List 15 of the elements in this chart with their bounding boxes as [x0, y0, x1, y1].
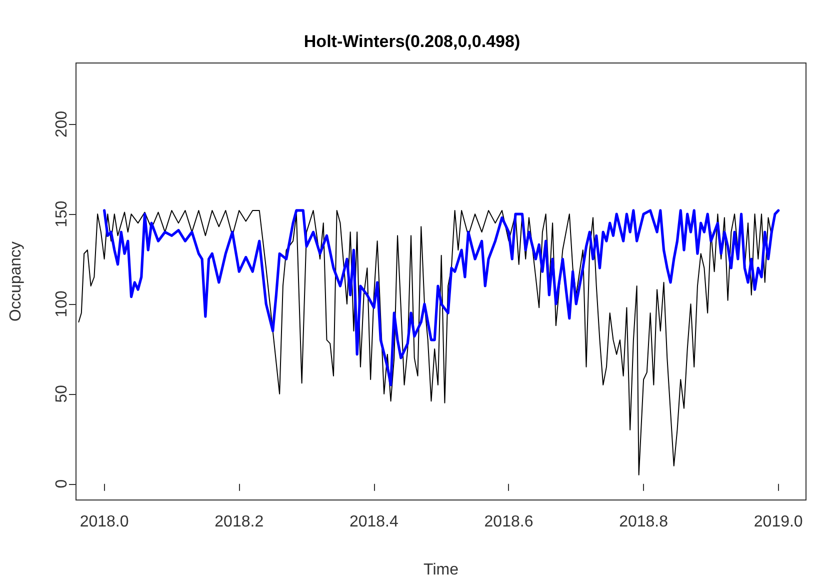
y-tick-label: 100: [54, 290, 70, 318]
y-tick-label: 50: [54, 384, 70, 403]
x-tick-label: 2018.8: [619, 514, 668, 530]
x-axis-title: Time: [424, 562, 459, 578]
chart-title: Holt-Winters(0.208,0,0.498): [304, 32, 520, 51]
y-axis-title: Occupancy: [8, 241, 24, 322]
x-tick-label: 2018.2: [214, 514, 264, 530]
x-tick-label: 2019.0: [754, 514, 803, 530]
line-series: [103, 209, 780, 386]
y-tick-label: 150: [54, 200, 70, 228]
y-tick-label: 0: [54, 479, 70, 488]
x-tick-label: 2018.6: [484, 514, 534, 530]
x-tick-label: 2018.4: [349, 514, 398, 530]
y-tick-label: 200: [54, 110, 70, 138]
x-tick-label: 2018.0: [80, 514, 129, 530]
